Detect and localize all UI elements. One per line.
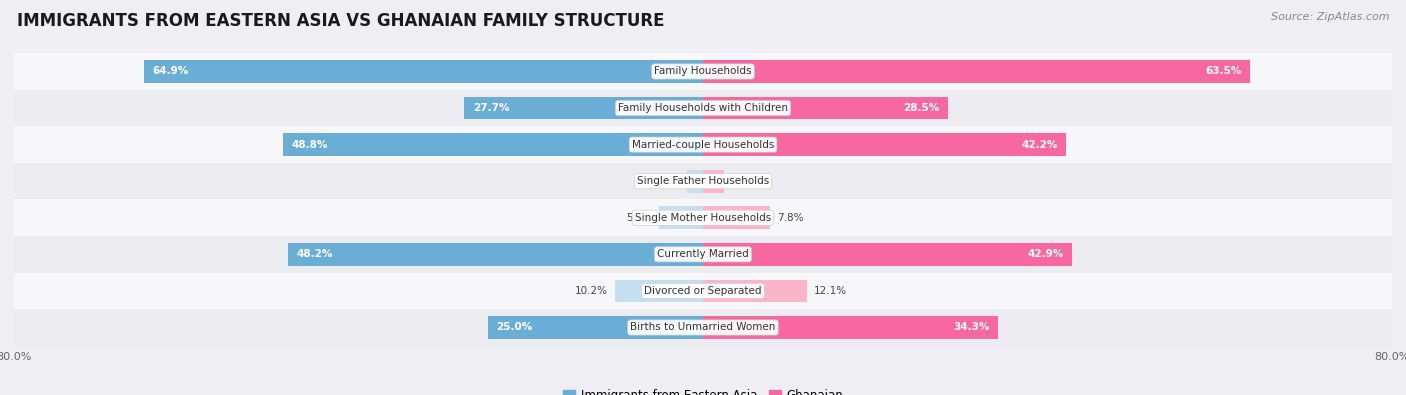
- Text: 34.3%: 34.3%: [953, 322, 990, 333]
- Bar: [14, 199, 1392, 236]
- Text: Family Households: Family Households: [654, 66, 752, 77]
- Bar: [14, 90, 1392, 126]
- Bar: [288, 243, 703, 266]
- Bar: [488, 316, 703, 339]
- Bar: [14, 309, 1392, 346]
- Bar: [703, 280, 807, 302]
- Text: 10.2%: 10.2%: [575, 286, 609, 296]
- Text: Divorced or Separated: Divorced or Separated: [644, 286, 762, 296]
- Bar: [464, 97, 703, 119]
- Text: 25.0%: 25.0%: [496, 322, 533, 333]
- Bar: [283, 133, 703, 156]
- Text: 5.1%: 5.1%: [626, 213, 652, 223]
- Bar: [703, 316, 998, 339]
- Text: Single Father Households: Single Father Households: [637, 176, 769, 186]
- Text: 28.5%: 28.5%: [904, 103, 939, 113]
- Text: 48.8%: 48.8%: [291, 139, 328, 150]
- Text: 48.2%: 48.2%: [297, 249, 333, 260]
- Bar: [703, 170, 724, 192]
- Bar: [14, 273, 1392, 309]
- Bar: [14, 53, 1392, 90]
- Text: Births to Unmarried Women: Births to Unmarried Women: [630, 322, 776, 333]
- Bar: [659, 207, 703, 229]
- Bar: [703, 207, 770, 229]
- Text: 42.2%: 42.2%: [1021, 139, 1057, 150]
- Text: 2.4%: 2.4%: [731, 176, 756, 186]
- Legend: Immigrants from Eastern Asia, Ghanaian: Immigrants from Eastern Asia, Ghanaian: [558, 384, 848, 395]
- Text: 64.9%: 64.9%: [153, 66, 188, 77]
- Text: Family Households with Children: Family Households with Children: [619, 103, 787, 113]
- Text: 7.8%: 7.8%: [778, 213, 804, 223]
- Bar: [14, 236, 1392, 273]
- Bar: [703, 60, 1250, 83]
- Bar: [14, 163, 1392, 199]
- Text: Currently Married: Currently Married: [657, 249, 749, 260]
- Text: Source: ZipAtlas.com: Source: ZipAtlas.com: [1271, 12, 1389, 22]
- Text: 1.9%: 1.9%: [654, 176, 679, 186]
- Bar: [703, 243, 1073, 266]
- Text: 63.5%: 63.5%: [1205, 66, 1241, 77]
- Bar: [703, 133, 1066, 156]
- Text: Single Mother Households: Single Mother Households: [636, 213, 770, 223]
- Text: 27.7%: 27.7%: [472, 103, 509, 113]
- Text: IMMIGRANTS FROM EASTERN ASIA VS GHANAIAN FAMILY STRUCTURE: IMMIGRANTS FROM EASTERN ASIA VS GHANAIAN…: [17, 12, 665, 30]
- Bar: [616, 280, 703, 302]
- Bar: [14, 126, 1392, 163]
- Text: Married-couple Households: Married-couple Households: [631, 139, 775, 150]
- Bar: [143, 60, 703, 83]
- Text: 42.9%: 42.9%: [1028, 249, 1064, 260]
- Bar: [686, 170, 703, 192]
- Bar: [703, 97, 949, 119]
- Text: 12.1%: 12.1%: [814, 286, 848, 296]
